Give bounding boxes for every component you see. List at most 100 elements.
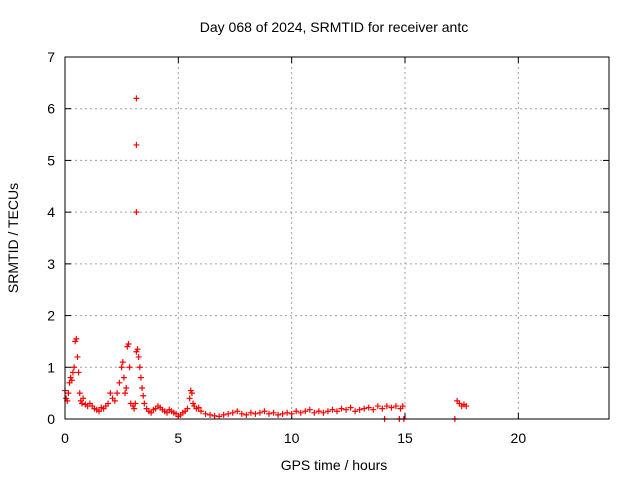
- y-tick-label: 6: [47, 101, 55, 117]
- data-point: [365, 404, 372, 411]
- data-point: [266, 410, 272, 417]
- data-point: [293, 408, 300, 415]
- data-point: [111, 397, 118, 404]
- data-point: [256, 409, 263, 416]
- data-point: [133, 141, 140, 148]
- data-point: [311, 409, 318, 416]
- data-point: [140, 392, 147, 399]
- data-point: [76, 390, 83, 397]
- data-point: [119, 359, 126, 366]
- data-point: [133, 95, 140, 102]
- data-point: [137, 374, 144, 381]
- x-tick-label: 15: [397, 430, 413, 446]
- data-point: [69, 369, 76, 376]
- data-point: [379, 405, 386, 412]
- data-point: [320, 409, 327, 416]
- data-point: [75, 369, 82, 376]
- data-point: [370, 406, 377, 413]
- data-point: [279, 410, 286, 417]
- data-point: [105, 400, 112, 407]
- x-axis-label: GPS time / hours: [281, 457, 388, 473]
- y-tick-label: 0: [47, 411, 55, 427]
- data-point: [252, 410, 259, 417]
- data-point: [96, 408, 102, 415]
- data-point: [116, 379, 123, 386]
- data-point: [356, 406, 363, 413]
- data-point: [234, 408, 241, 415]
- data-point: [374, 403, 381, 410]
- data-point: [125, 341, 132, 348]
- data-point: [225, 410, 232, 417]
- y-tick-label: 4: [47, 204, 55, 220]
- data-point: [107, 390, 114, 397]
- data-point: [315, 408, 322, 415]
- data-point: [338, 405, 345, 412]
- data-point: [134, 346, 141, 353]
- x-tick-label: 0: [61, 430, 69, 446]
- data-point: [114, 390, 121, 397]
- data-point: [288, 410, 295, 417]
- data-point: [122, 390, 129, 397]
- axis-ticks: [64, 56, 609, 420]
- data-point: [238, 410, 245, 417]
- data-point: [188, 390, 195, 397]
- y-tick-label: 3: [47, 256, 55, 272]
- data-point: [284, 409, 291, 416]
- data-point: [297, 409, 304, 416]
- data-point: [135, 353, 142, 360]
- data-point: [463, 403, 470, 410]
- data-point: [123, 384, 130, 391]
- data-point: [343, 406, 350, 413]
- data-point: [347, 404, 354, 411]
- data-point: [132, 400, 139, 407]
- data-point: [216, 413, 223, 420]
- data-point: [306, 406, 313, 413]
- data-point: [133, 209, 140, 216]
- data-point: [352, 408, 359, 415]
- data-point: [247, 409, 254, 416]
- data-point: [388, 404, 395, 411]
- data-point: [334, 408, 340, 415]
- data-point: [270, 409, 277, 416]
- y-tick-label: 5: [47, 152, 55, 168]
- grid-lines: [65, 57, 609, 419]
- data-point: [207, 411, 214, 418]
- data-point: [361, 405, 368, 412]
- data-point: [243, 411, 250, 418]
- y-tick-label: 1: [47, 359, 55, 375]
- data-point: [120, 374, 127, 381]
- data-point: [198, 408, 204, 415]
- data-point: [392, 403, 399, 410]
- data-point: [261, 408, 268, 415]
- data-point: [148, 409, 155, 416]
- data-point: [73, 335, 80, 342]
- plot-frame: [64, 56, 610, 420]
- data-point: [329, 406, 336, 413]
- data-point: [80, 395, 87, 402]
- data-point: [184, 405, 191, 412]
- data-point: [229, 409, 236, 416]
- y-tick-label: 7: [47, 49, 55, 65]
- data-point: [195, 404, 202, 411]
- data-point: [139, 384, 146, 391]
- data-point: [383, 403, 390, 410]
- chart-title: Day 068 of 2024, SRMTID for receiver ant…: [200, 19, 468, 35]
- y-axis-label: SRMTID / TECUs: [5, 183, 21, 293]
- data-point: [65, 390, 72, 397]
- data-point: [74, 353, 81, 360]
- x-tick-label: 20: [511, 430, 527, 446]
- data-point: [131, 405, 138, 412]
- data-point: [71, 364, 78, 371]
- x-tick-label: 5: [174, 430, 182, 446]
- data-point: [302, 408, 309, 415]
- data-point: [79, 400, 85, 407]
- data-point: [186, 395, 193, 402]
- data-point: [141, 400, 148, 407]
- data-point: [399, 403, 406, 410]
- data-point: [118, 364, 125, 371]
- data-point: [275, 411, 282, 418]
- x-tick-label: 10: [284, 430, 300, 446]
- data-point: [126, 364, 133, 371]
- data-points: [62, 95, 470, 422]
